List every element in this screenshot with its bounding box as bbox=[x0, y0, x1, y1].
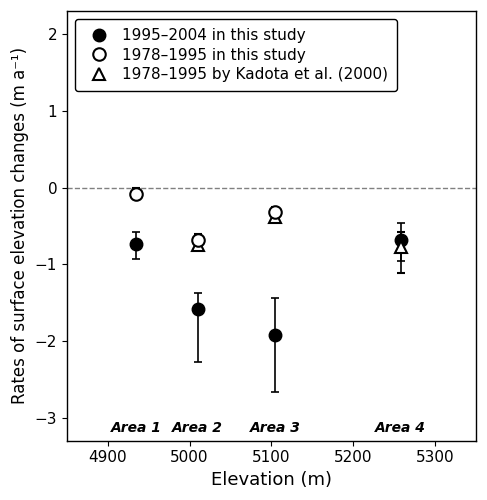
Text: Area 4: Area 4 bbox=[375, 422, 426, 436]
Legend: 1995–2004 in this study, 1978–1995 in this study, 1978–1995 by Kadota et al. (20: 1995–2004 in this study, 1978–1995 in th… bbox=[75, 19, 397, 92]
Text: Area 3: Area 3 bbox=[250, 422, 301, 436]
Text: Area 1: Area 1 bbox=[111, 422, 162, 436]
X-axis label: Elevation (m): Elevation (m) bbox=[211, 471, 332, 489]
Text: Area 2: Area 2 bbox=[172, 422, 223, 436]
Y-axis label: Rates of surface elevation changes (m a⁻¹): Rates of surface elevation changes (m a⁻… bbox=[11, 48, 29, 405]
